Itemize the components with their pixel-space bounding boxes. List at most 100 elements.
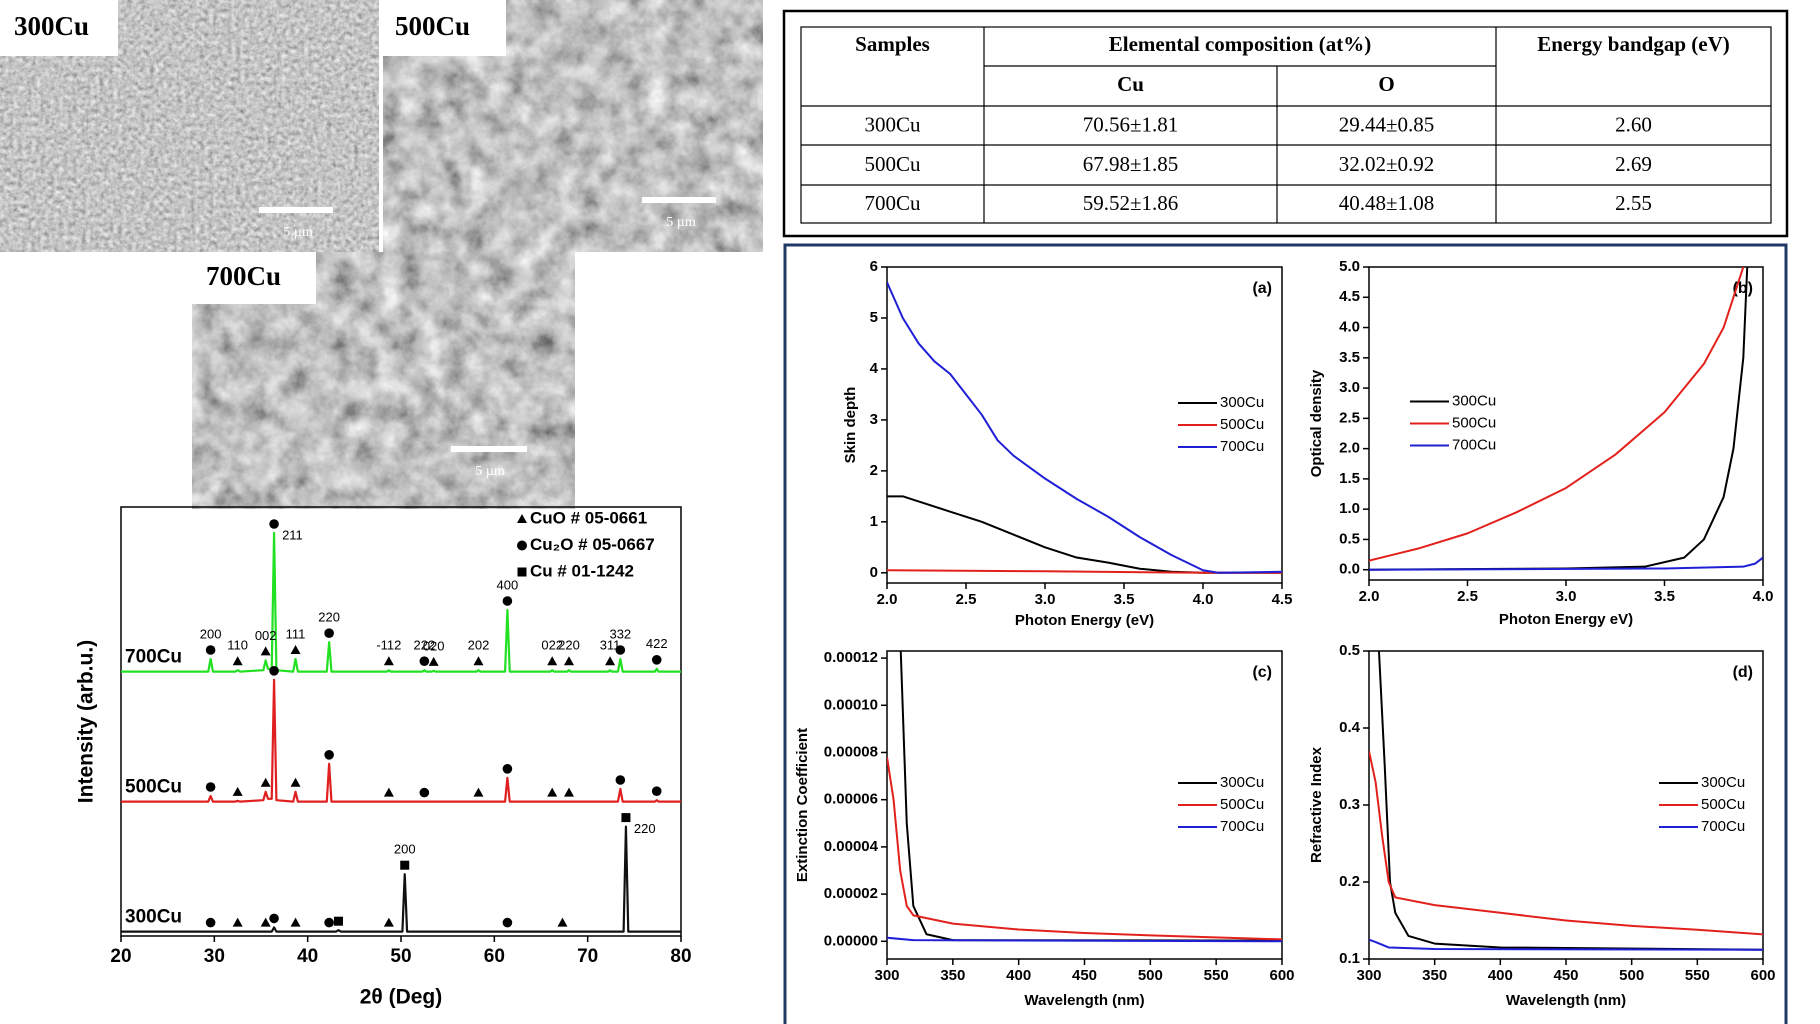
- peak-marker: [383, 656, 394, 666]
- table-header: Elemental composition (at%): [1109, 32, 1371, 56]
- data-line: [1369, 750, 1763, 936]
- x-tick-label: 3.0: [1556, 588, 1577, 605]
- x-tick-label: 3.5: [1654, 588, 1675, 605]
- x-tick-label: 20: [110, 946, 131, 967]
- y-tick-label: 4.0: [1339, 319, 1360, 336]
- y-tick-label: 0.00004: [824, 838, 879, 855]
- table-cell: 70.56±1.81: [1083, 112, 1179, 136]
- scale-bar-label: 5 µm: [475, 464, 505, 479]
- y-tick-label: 0.00012: [824, 649, 878, 666]
- data-line: [1377, 651, 1763, 951]
- peak-label: 211: [282, 527, 303, 542]
- y-tick-label: 0.1: [1339, 950, 1360, 967]
- peak-marker: [260, 917, 271, 927]
- peak-label: 220: [634, 821, 656, 836]
- data-line: [121, 825, 681, 933]
- data-line: [1369, 938, 1763, 951]
- y-axis-label: Intensity (arb.u.): [75, 640, 98, 803]
- peak-marker: [383, 787, 394, 797]
- peak-marker: [502, 764, 513, 774]
- peak-label: 400: [497, 577, 519, 592]
- x-axis-label: Wavelength (nm): [1024, 992, 1144, 1009]
- series-label: 500Cu: [125, 777, 182, 798]
- x-tick-label: 550: [1204, 967, 1229, 984]
- data-line: [887, 757, 1282, 941]
- peak-marker: [473, 787, 484, 797]
- data-line: [887, 281, 1282, 574]
- micrograph-label: 500Cu: [395, 11, 470, 41]
- legend-label: 300Cu: [1452, 392, 1496, 409]
- table-cell: 700Cu: [864, 191, 921, 215]
- peak-marker: [324, 917, 334, 928]
- peak-marker: [547, 787, 558, 797]
- peak-label: 332: [609, 626, 631, 641]
- peak-marker: [615, 645, 626, 655]
- legend-label: 700Cu: [1220, 818, 1264, 835]
- x-tick-label: 550: [1685, 967, 1710, 984]
- peak-label: 002: [255, 628, 277, 643]
- peak-marker: [473, 656, 484, 666]
- x-tick-label: 300: [874, 967, 899, 984]
- peak-marker: [419, 656, 430, 666]
- y-tick-label: 3.0: [1339, 379, 1360, 396]
- panel-label: (d): [1733, 664, 1753, 681]
- label-box: [383, 0, 506, 56]
- plot-frame: [1368, 266, 1764, 581]
- data-line: [121, 678, 681, 803]
- peak-label: 020: [423, 638, 445, 653]
- peak-marker: [269, 666, 279, 676]
- table-cell: 67.98±1.85: [1083, 152, 1179, 176]
- legend-symbol: [517, 514, 527, 523]
- peak-marker: [232, 917, 243, 927]
- legend-label: 700Cu: [1701, 818, 1745, 835]
- y-tick-label: 0.00002: [824, 885, 878, 902]
- peak-marker: [324, 628, 334, 638]
- series-label: 300Cu: [125, 907, 182, 928]
- plot-frame: [886, 266, 1283, 584]
- scale-bar-label: 5 µm: [283, 225, 313, 240]
- peak-marker: [269, 913, 279, 924]
- table-header: Energy bandgap (eV): [1537, 32, 1730, 56]
- x-axis-label: Photon Energy eV): [1499, 611, 1633, 628]
- y-axis-label: Refractive Index: [1308, 746, 1325, 863]
- table-border: [800, 26, 1772, 224]
- peak-marker: [232, 656, 243, 666]
- y-tick-label: 1: [870, 513, 878, 530]
- peak-marker: [428, 656, 439, 666]
- y-tick-label: 2.0: [1339, 440, 1360, 457]
- peak-marker: [605, 656, 616, 666]
- legend-label: 500Cu: [1701, 796, 1745, 813]
- table-cell: 29.44±0.85: [1339, 112, 1435, 136]
- y-axis-label: Skin depth: [842, 387, 859, 464]
- label-box: [0, 0, 118, 56]
- table-cell: 32.02±0.92: [1339, 152, 1435, 176]
- table-subheader: O: [1378, 72, 1394, 96]
- y-tick-label: 0.00006: [824, 791, 878, 808]
- y-tick-label: 0.00000: [824, 932, 878, 949]
- scale-bar-label: 5 µm: [666, 215, 696, 230]
- data-line: [1369, 556, 1763, 571]
- micrograph: 700Cu 5 µm: [192, 252, 575, 509]
- chart: 20 30 40 50 60 70 80 2θ (Deg) Intensity (arb.u.)…: [75, 506, 692, 1009]
- peak-marker: [232, 786, 243, 796]
- peak-marker: [205, 782, 216, 792]
- x-axis-label: 2θ (Deg): [360, 986, 443, 1009]
- data-line: [121, 531, 681, 673]
- data-line: [887, 936, 1282, 943]
- table-cell: 2.60: [1615, 112, 1652, 136]
- peak-marker: [564, 787, 574, 797]
- chart: 2.0 2.5 3.0 3.5 4.0 0.0 0.5 1.0 1.5 2.0 2.5 3.0 3.5 4…: [1308, 258, 1773, 628]
- chart: 300 350 400 450 500 550 600 0.1 0.2 0.3 0.4 0.5 Wave…: [1308, 642, 1776, 1009]
- legend-label: 700Cu: [1220, 438, 1264, 455]
- x-tick-label: 600: [1750, 967, 1775, 984]
- x-tick-label: 400: [1488, 967, 1513, 984]
- y-tick-label: 0.5: [1339, 642, 1360, 659]
- y-tick-label: 5.0: [1339, 258, 1360, 275]
- peak-label: 220: [318, 610, 340, 625]
- legend-symbol: [517, 567, 527, 577]
- peak-marker: [564, 656, 574, 666]
- x-tick-label: 300: [1356, 967, 1381, 984]
- table-cell: 59.52±1.86: [1083, 191, 1179, 215]
- peak-marker: [383, 917, 394, 927]
- y-axis-label: Extinction Coefficient: [794, 728, 811, 882]
